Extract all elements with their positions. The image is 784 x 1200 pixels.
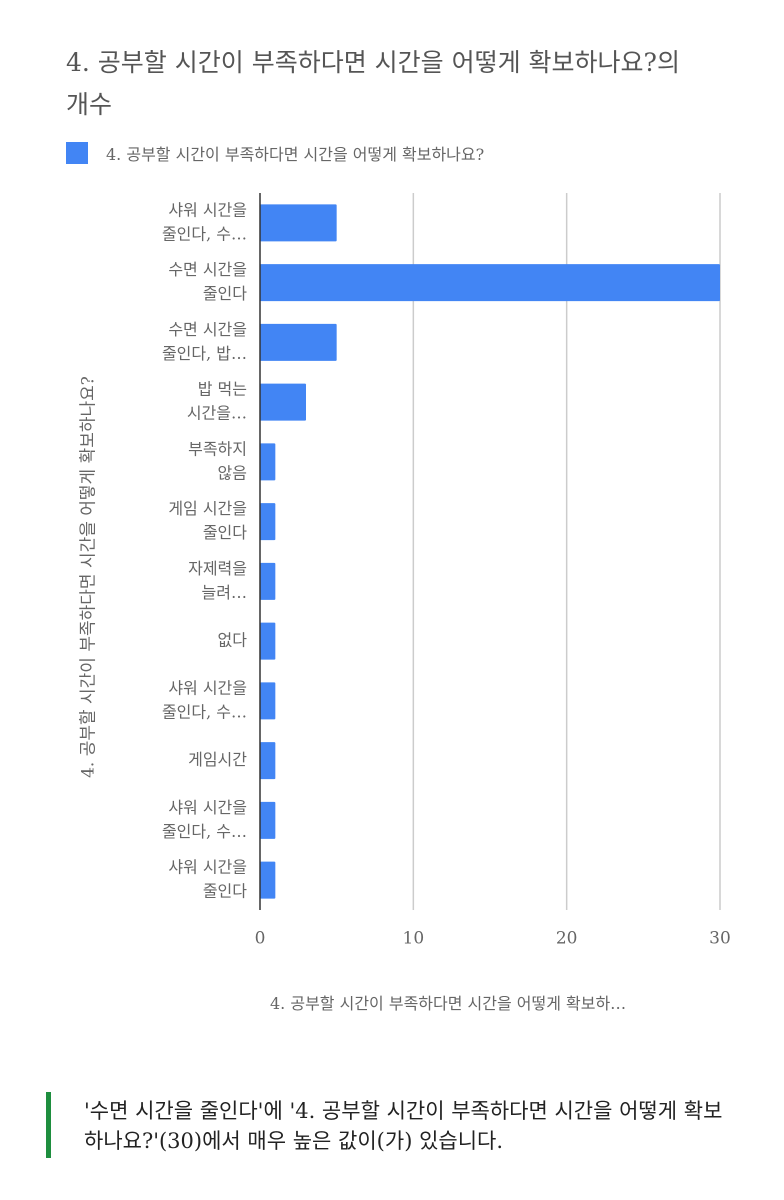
category-label: 줄인다, 수… <box>162 702 247 721</box>
bar[interactable] <box>260 503 276 541</box>
category-label: 밥 먹는 <box>198 380 247 399</box>
bar[interactable] <box>260 801 276 839</box>
x-tick-label: 0 <box>255 929 266 949</box>
category-label: 수면 시간을 <box>168 260 247 279</box>
bar[interactable] <box>260 562 276 600</box>
gridlines <box>412 193 721 910</box>
category-label: 부족하지 <box>188 439 247 458</box>
legend[interactable]: 4. 공부할 시간이 부족하다면 시간을 어떻게 확보하나요? <box>66 138 484 168</box>
bar[interactable] <box>260 443 276 481</box>
bar[interactable] <box>260 204 337 242</box>
x-tick-label: 10 <box>403 929 425 949</box>
bar[interactable] <box>260 861 276 899</box>
x-tick-label: 20 <box>556 929 578 949</box>
x-axis-title: 4. 공부할 시간이 부족하다면 시간을 어떻게 확보하… <box>270 994 627 1013</box>
bar[interactable] <box>260 323 337 361</box>
x-tick-label: 30 <box>709 929 731 949</box>
insight-text: '수면 시간을 줄인다'에 '4. 공부할 시간이 부족하다면 시간을 어떻게 … <box>84 1099 723 1153</box>
legend-swatch <box>66 142 88 164</box>
category-label: 게임 시간을 <box>168 499 247 518</box>
insight-card: '수면 시간을 줄인다'에 '4. 공부할 시간이 부족하다면 시간을 어떻게 … <box>46 1092 751 1158</box>
category-label: 게임시간 <box>188 750 247 769</box>
bar[interactable] <box>260 264 720 302</box>
chart-title: 4. 공부할 시간이 부족하다면 시간을 어떻게 확보하나요?의 개수 <box>66 48 680 119</box>
category-label: 않음 <box>218 463 247 482</box>
legend-label: 4. 공부할 시간이 부족하다면 시간을 어떻게 확보하나요? <box>106 145 485 164</box>
category-label: 시간을… <box>187 404 247 423</box>
x-tick-labels: 0 10 20 30 <box>255 929 731 949</box>
bar[interactable] <box>260 383 306 421</box>
category-label: 샤워 시간을 <box>168 858 247 877</box>
category-label: 줄인다, 밥… <box>162 344 247 363</box>
category-label: 샤워 시간을 <box>168 200 247 219</box>
category-label: 줄인다 <box>203 882 247 901</box>
bar[interactable] <box>260 682 276 720</box>
category-label: 샤워 시간을 <box>168 798 247 817</box>
category-label: 없다 <box>218 631 248 650</box>
y-axis-title: 4. 공부할 시간이 부족하다면 시간을 어떻게 확보하나요? <box>78 376 99 778</box>
bar[interactable] <box>260 622 276 660</box>
category-label: 늘려… <box>202 583 247 602</box>
category-label: 줄인다, 수… <box>162 224 247 243</box>
category-label: 샤워 시간을 <box>168 678 247 697</box>
category-label: 자제력을 <box>188 559 247 578</box>
category-label: 수면 시간을 <box>168 320 247 339</box>
bar[interactable] <box>260 742 276 780</box>
category-label: 줄인다 <box>203 284 247 303</box>
category-label: 줄인다 <box>203 523 247 542</box>
category-label: 줄인다, 수… <box>162 822 247 841</box>
bars <box>260 204 720 899</box>
